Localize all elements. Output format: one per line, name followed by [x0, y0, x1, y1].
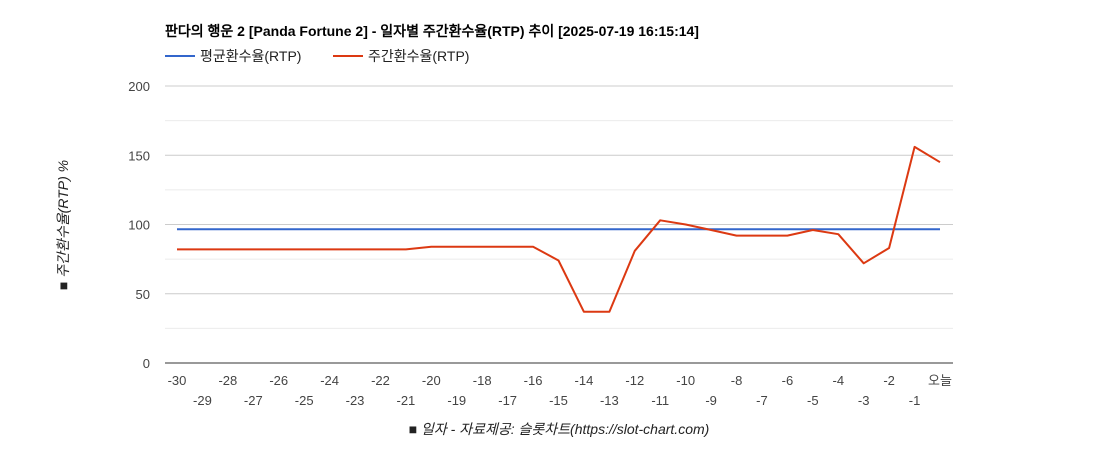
- legend-label: 주간환수율(RTP): [368, 48, 469, 64]
- x-tick-label: -14: [575, 373, 594, 388]
- x-tick-label: -7: [756, 393, 768, 408]
- legend: 평균환수율(RTP) 주간환수율(RTP): [165, 48, 469, 64]
- x-tick-label: -27: [244, 393, 263, 408]
- x-tick-label: -30: [168, 373, 187, 388]
- x-tick-label: -18: [473, 373, 492, 388]
- y-axis-ticks: 200 150 100 50 0: [128, 79, 150, 371]
- y-tick-label: 200: [128, 79, 150, 94]
- x-tick-label: -8: [731, 373, 743, 388]
- x-tick-label: -3: [858, 393, 870, 408]
- x-tick-label: -21: [397, 393, 416, 408]
- x-tick-label: -16: [524, 373, 543, 388]
- x-tick-label: -26: [269, 373, 288, 388]
- x-tick-label: -10: [676, 373, 695, 388]
- x-tick-label: -23: [346, 393, 365, 408]
- x-tick-label: -9: [705, 393, 717, 408]
- x-tick-label: -12: [625, 373, 644, 388]
- x-tick-label: -2: [883, 373, 895, 388]
- x-tick-label: -25: [295, 393, 314, 408]
- chart-title: 판다의 행운 2 [Panda Fortune 2] - 일자별 주간환수율(R…: [165, 23, 699, 39]
- x-tick-label: 오늘: [928, 373, 952, 388]
- series-line-weekly: [177, 145, 941, 313]
- x-tick-label: -19: [447, 393, 466, 408]
- x-tick-label: -13: [600, 393, 619, 408]
- x-tick-label: -4: [832, 373, 844, 388]
- x-tick-label: -5: [807, 393, 819, 408]
- x-tick-label: -20: [422, 373, 441, 388]
- y-tick-label: 150: [128, 148, 150, 163]
- x-tick-label: -24: [320, 373, 339, 388]
- x-tick-label: -28: [218, 373, 237, 388]
- x-axis-ticks: -30-29-28-27-26-25-24-23-22-21-20-19-18-…: [168, 373, 952, 408]
- y-tick-label: 0: [143, 356, 150, 371]
- y-tick-label: 100: [128, 218, 150, 233]
- x-tick-label: -6: [782, 373, 794, 388]
- x-tick-label: -1: [909, 393, 921, 408]
- y-axis-title: ■ 주간환수율(RTP) %: [55, 160, 71, 290]
- x-tick-label: -22: [371, 373, 390, 388]
- x-tick-label: -29: [193, 393, 212, 408]
- legend-label: 평균환수율(RTP): [200, 48, 301, 64]
- grid-lines: [165, 85, 953, 364]
- y-tick-label: 50: [136, 287, 150, 302]
- x-tick-label: -17: [498, 393, 517, 408]
- x-axis-title: ■ 일자 - 자료제공: 슬롯차트(https://slot-chart.com…: [409, 421, 710, 437]
- series-lines: [177, 145, 941, 313]
- x-tick-label: -15: [549, 393, 568, 408]
- x-tick-label: -11: [651, 393, 669, 408]
